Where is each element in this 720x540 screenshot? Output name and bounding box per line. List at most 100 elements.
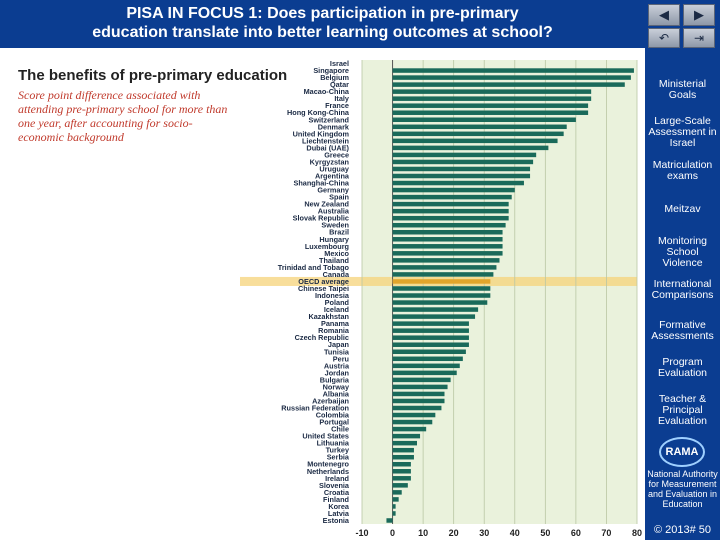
bar-chart: The benefits of pre-primary education Sc…: [18, 59, 642, 538]
bar: [392, 68, 634, 73]
bar: [392, 152, 537, 158]
category-label: Sweden: [321, 221, 349, 230]
bar: [392, 300, 488, 305]
category-label: Slovenia: [319, 481, 350, 490]
previous-slide-button[interactable]: ◀: [648, 4, 680, 26]
bar: [392, 180, 524, 186]
category-label: Israel: [330, 59, 349, 68]
bar: [392, 124, 567, 130]
category-label: Russian Federation: [281, 404, 349, 413]
sidebar-item-large-scale-assessment[interactable]: Large-Scale Assessment in Israel: [648, 115, 717, 149]
category-label: Singapore: [313, 66, 349, 75]
category-label: Switzerland: [308, 115, 349, 124]
bar: [392, 103, 589, 108]
bar: [392, 356, 463, 362]
category-label: New Zealand: [304, 200, 349, 209]
bar: [392, 469, 411, 474]
bar: [392, 131, 564, 137]
x-tick-label: 20: [449, 528, 459, 538]
sidebar-item-meitzav[interactable]: Meitzav: [664, 203, 701, 215]
slide-title-line1: PISA IN FOCUS 1: Does participation in p…: [126, 5, 519, 22]
category-label: Spain: [329, 193, 349, 202]
category-label: Mexico: [324, 249, 349, 258]
category-label: Tunisia: [324, 347, 350, 356]
category-label: Shanghai-China: [293, 179, 349, 188]
category-label: Hong Kong-China: [287, 108, 350, 117]
category-label: Estonia: [323, 516, 350, 525]
category-label: Indonesia: [315, 291, 350, 300]
bar: [392, 342, 469, 347]
bar: [392, 89, 592, 94]
category-label: Azerbaijan: [312, 396, 349, 405]
return-button[interactable]: ↶: [648, 28, 680, 48]
category-label: Germany: [317, 186, 350, 195]
bar: [392, 75, 631, 80]
bar: [392, 166, 531, 172]
chart-subtitle-box: Score point difference associated with a…: [18, 88, 227, 144]
triangle-left-icon: ◀: [659, 7, 669, 22]
x-tick-label: 10: [418, 528, 428, 538]
triangle-right-icon: ▶: [694, 7, 704, 22]
x-tick-label: 80: [632, 528, 642, 538]
category-label: Luxembourg: [305, 242, 349, 251]
category-label: Colombia: [316, 411, 350, 420]
sidebar-item-formative-assessments[interactable]: Formative Assessments: [651, 319, 714, 342]
bar: [392, 208, 509, 214]
category-label: Chinese Taipei: [298, 284, 349, 293]
end-show-button[interactable]: ⇥: [683, 28, 715, 48]
rama-org-name: National Authority for Measurement and E…: [647, 469, 718, 509]
rama-logo[interactable]: RAMA: [659, 437, 705, 467]
chart-area: The benefits of pre-primary education Sc…: [0, 50, 645, 540]
category-label: Belgium: [320, 73, 349, 82]
sidebar-item-ministerial-goals[interactable]: Ministerial Goals: [658, 78, 707, 101]
bar: [392, 328, 469, 333]
chart-heading: The benefits of pre-primary education Sc…: [18, 67, 287, 144]
category-label: Brazil: [329, 228, 349, 237]
bar: [392, 244, 503, 249]
bar: [392, 412, 436, 418]
category-label: Montenegro: [307, 460, 349, 469]
category-label: Austria: [324, 361, 350, 370]
category-label: Chile: [331, 425, 349, 434]
bar: [392, 229, 503, 235]
category-label: Canada: [323, 270, 350, 279]
bar: [392, 314, 476, 319]
bar: [392, 321, 469, 326]
next-slide-button[interactable]: ▶: [683, 4, 715, 26]
sidebar-item-monitoring-school-violence[interactable]: Monitoring School Violence: [657, 235, 708, 269]
category-label: Netherlands: [307, 467, 349, 476]
bar: [392, 145, 549, 151]
bar: [392, 363, 460, 369]
bar: [392, 173, 531, 179]
bar: [392, 201, 509, 207]
sidebar-item-matriculation-exams[interactable]: Matriculation exams: [652, 159, 713, 182]
bar: [392, 377, 451, 383]
category-label: Serbia: [327, 453, 350, 462]
bar: [392, 279, 491, 284]
rama-logo-text: RAMA: [665, 446, 699, 458]
bar: [392, 504, 396, 509]
category-label: Czech Republic: [295, 333, 349, 342]
slide-title-line2: education translate into better learning…: [92, 24, 553, 41]
x-tick-label: 0: [390, 528, 395, 538]
bar: [392, 307, 479, 312]
category-label: Ireland: [325, 474, 349, 483]
category-label: Kyrgyzstan: [310, 157, 349, 166]
sidebar-item-program-evaluation[interactable]: Program Evaluation: [657, 356, 708, 379]
sidebar-item-teacher-principal-evaluation[interactable]: Teacher & Principal Evaluation: [657, 393, 708, 427]
bar: [392, 405, 442, 411]
category-labels: IsraelSingaporeBelgiumQatarMacao-ChinaIt…: [278, 59, 350, 525]
category-label: Jordan: [325, 368, 349, 377]
bar: [392, 384, 448, 390]
sidebar-item-international-comparisons[interactable]: International Comparisons: [651, 278, 714, 301]
bar: [392, 96, 592, 101]
bar: [392, 426, 427, 432]
category-label: Bulgaria: [320, 375, 350, 384]
category-label: Liechtenstein: [302, 136, 349, 145]
bar: [392, 286, 491, 291]
x-tick-label: 40: [510, 528, 520, 538]
grid-layer: [361, 60, 638, 524]
category-label: United Kingdom: [293, 129, 350, 138]
bar: [392, 82, 625, 87]
bar: [392, 490, 402, 495]
